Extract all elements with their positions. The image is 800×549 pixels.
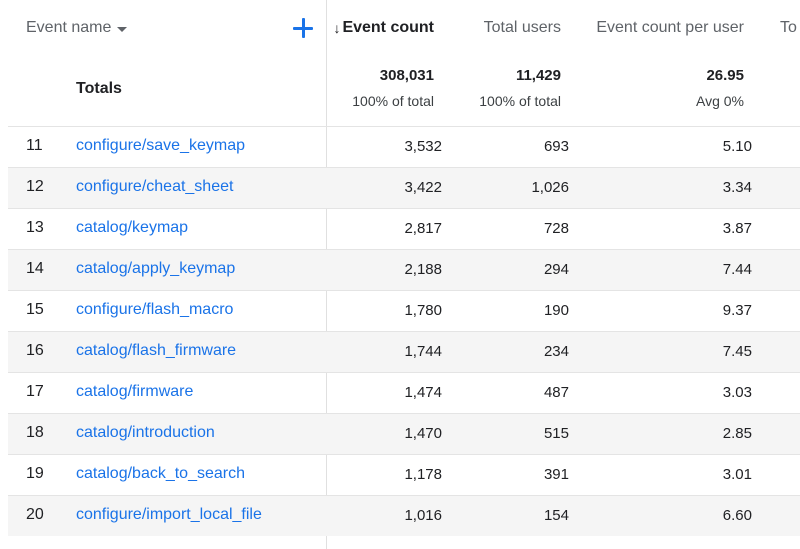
sort-descending-icon: ↓ bbox=[333, 20, 341, 36]
event-count-header[interactable]: ↓ Event count bbox=[333, 19, 434, 37]
row-index: 19 bbox=[26, 465, 44, 482]
per-user-cell: 3.87 bbox=[722, 220, 752, 237]
event-name-link[interactable]: catalog/apply_keymap bbox=[76, 260, 236, 277]
total-users-cell: 728 bbox=[543, 220, 569, 237]
row-index: 11 bbox=[26, 137, 43, 154]
row-index: 20 bbox=[26, 506, 44, 523]
truncated-column-header[interactable]: To bbox=[780, 19, 797, 36]
total-users-cell: 190 bbox=[543, 302, 569, 319]
totals-label: Totals bbox=[76, 80, 122, 97]
per-user-cell: 3.34 bbox=[722, 179, 752, 196]
event-name-header-label: Event name bbox=[26, 19, 112, 36]
totals-total-users-sub: 100% of total bbox=[479, 93, 561, 109]
totals-per-user-sub: Avg 0% bbox=[696, 93, 744, 109]
table-row: 12 configure/cheat_sheet 3,422 1,026 3.3… bbox=[8, 167, 800, 208]
table-row: 19 catalog/back_to_search 1,178 391 3.01 bbox=[8, 454, 800, 495]
add-dimension-icon[interactable] bbox=[291, 16, 315, 40]
per-user-cell: 7.44 bbox=[722, 261, 752, 278]
total-users-cell: 487 bbox=[543, 384, 569, 401]
event-count-cell: 3,422 bbox=[404, 179, 442, 196]
total-users-cell: 391 bbox=[543, 466, 569, 483]
event-name-link[interactable]: catalog/introduction bbox=[76, 424, 215, 441]
total-users-cell: 154 bbox=[543, 507, 569, 524]
event-count-cell: 1,016 bbox=[404, 507, 442, 524]
dropdown-caret-icon[interactable] bbox=[117, 26, 128, 32]
total-users-cell: 294 bbox=[543, 261, 569, 278]
table-row: 16 catalog/flash_firmware 1,744 234 7.45 bbox=[8, 331, 800, 372]
totals-event-count-sub: 100% of total bbox=[352, 93, 434, 109]
row-index: 18 bbox=[26, 424, 44, 441]
table-row: 17 catalog/firmware 1,474 487 3.03 bbox=[8, 372, 800, 413]
event-name-link[interactable]: configure/flash_macro bbox=[76, 301, 234, 318]
table-header: Event name ↓ Event count Total users Eve… bbox=[0, 0, 800, 60]
event-count-cell: 1,780 bbox=[404, 302, 442, 319]
total-users-header[interactable]: Total users bbox=[483, 19, 561, 36]
event-name-link[interactable]: configure/cheat_sheet bbox=[76, 178, 234, 195]
event-name-link[interactable]: configure/import_local_file bbox=[76, 506, 262, 523]
event-name-header[interactable]: Event name bbox=[26, 19, 128, 37]
event-count-cell: 1,470 bbox=[404, 425, 442, 442]
totals-total-users: 11,429 bbox=[515, 67, 561, 84]
event-count-per-user-header[interactable]: Event count per user bbox=[596, 19, 744, 36]
per-user-cell: 3.03 bbox=[722, 384, 752, 401]
row-index: 15 bbox=[26, 301, 44, 318]
table-row: 14 catalog/apply_keymap 2,188 294 7.44 bbox=[8, 249, 800, 290]
table-row: 13 catalog/keymap 2,817 728 3.87 bbox=[8, 208, 800, 249]
event-count-cell: 1,744 bbox=[404, 343, 442, 360]
totals-per-user: 26.95 bbox=[706, 67, 744, 84]
table-row: 15 configure/flash_macro 1,780 190 9.37 bbox=[8, 290, 800, 331]
per-user-cell: 6.60 bbox=[722, 507, 752, 524]
event-count-cell: 2,188 bbox=[404, 261, 442, 278]
per-user-cell: 7.45 bbox=[722, 343, 752, 360]
per-user-cell: 2.85 bbox=[722, 425, 752, 442]
event-count-cell: 1,178 bbox=[404, 466, 442, 483]
table-row: 11 configure/save_keymap 3,532 693 5.10 bbox=[8, 126, 800, 167]
row-index: 12 bbox=[26, 178, 44, 195]
event-count-cell: 2,817 bbox=[404, 220, 442, 237]
per-user-cell: 3.01 bbox=[722, 466, 752, 483]
table-body: 11 configure/save_keymap 3,532 693 5.10 … bbox=[8, 126, 800, 536]
event-count-cell: 3,532 bbox=[404, 138, 442, 155]
event-name-link[interactable]: catalog/flash_firmware bbox=[76, 342, 237, 359]
total-users-cell: 693 bbox=[543, 138, 569, 155]
row-index: 16 bbox=[26, 342, 44, 359]
event-name-link[interactable]: catalog/firmware bbox=[76, 383, 194, 400]
event-name-link[interactable]: catalog/keymap bbox=[76, 219, 189, 236]
row-index: 13 bbox=[26, 219, 44, 236]
total-users-cell: 515 bbox=[543, 425, 569, 442]
totals-event-count: 308,031 bbox=[379, 67, 434, 84]
total-users-cell: 1,026 bbox=[531, 179, 569, 196]
event-name-link[interactable]: catalog/back_to_search bbox=[76, 465, 245, 482]
row-index: 14 bbox=[26, 260, 44, 277]
per-user-cell: 9.37 bbox=[722, 302, 752, 319]
event-count-header-label: Event count bbox=[342, 19, 434, 36]
row-index: 17 bbox=[26, 383, 44, 400]
per-user-cell: 5.10 bbox=[722, 138, 752, 155]
event-name-link[interactable]: configure/save_keymap bbox=[76, 137, 245, 154]
table-row: 20 configure/import_local_file 1,016 154… bbox=[8, 495, 800, 536]
total-users-cell: 234 bbox=[543, 343, 569, 360]
table-row: 18 catalog/introduction 1,470 515 2.85 bbox=[8, 413, 800, 454]
event-count-cell: 1,474 bbox=[404, 384, 442, 401]
